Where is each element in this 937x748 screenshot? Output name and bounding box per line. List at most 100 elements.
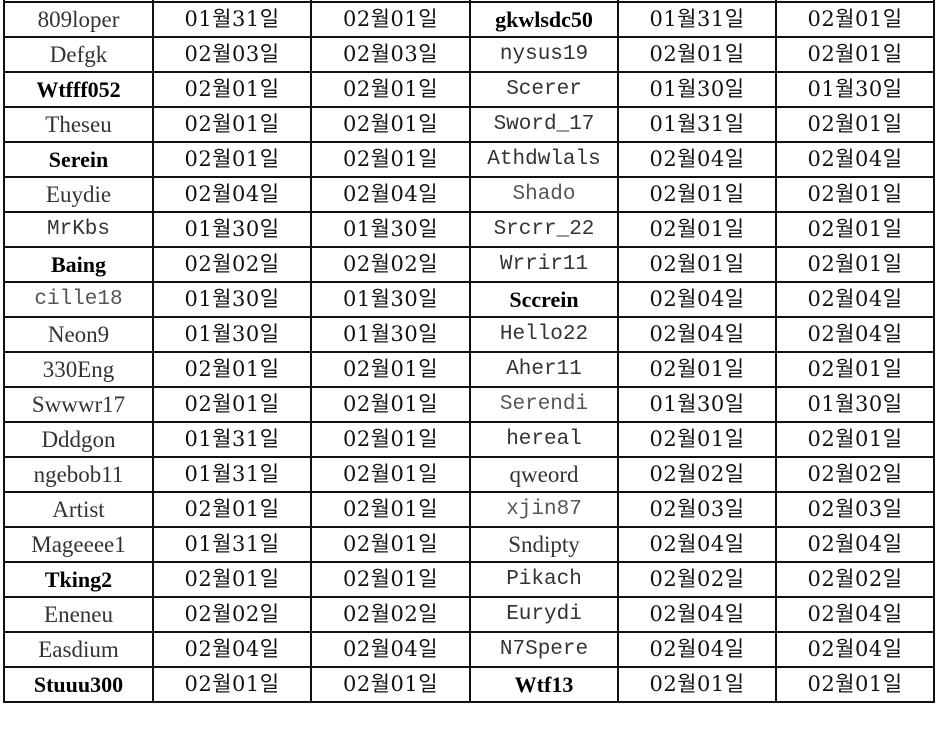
table-row: 330Eng 02월01일 02월01일 Aher11 02월01일 02월01일	[3, 351, 935, 388]
left-date-2-cell: 02월01일	[310, 106, 471, 143]
left-user-name-cell: cille18	[3, 281, 154, 318]
table-row: Stuuu300 02월01일 02월01일 Wtf13 02월01일 02월01일	[3, 666, 935, 703]
right-date-2-cell: 02월01일	[775, 106, 935, 143]
right-date-1-cell: 02월02일	[617, 561, 777, 598]
table-row: Tking2 02월01일 02월01일 Pikach 02월02일 02월02일	[3, 561, 935, 598]
left-user-name-cell: MrKbs	[3, 211, 154, 248]
right-date-1-cell: 02월03일	[617, 491, 777, 528]
right-date-2-cell: 02월02일	[775, 561, 935, 598]
right-date-1-cell: 01월30일	[617, 71, 777, 108]
right-date-2-cell: 02월04일	[775, 596, 935, 633]
right-date-1-cell: 02월04일	[617, 316, 777, 353]
right-date-2-cell: 02월04일	[775, 281, 935, 318]
right-date-2-cell: 02월04일	[775, 141, 935, 178]
right-user-name-cell: Serendi	[469, 386, 619, 423]
left-date-2-cell: 01월30일	[310, 281, 471, 318]
left-date-1-cell: 02월03일	[152, 36, 312, 73]
left-date-1-cell: 02월02일	[152, 246, 312, 283]
table-row: Wtfff052 02월01일 02월01일 Scerer 01월30일 01월30일	[3, 71, 935, 108]
left-date-2-cell: 02월01일	[310, 561, 471, 598]
left-date-1-cell: 02월01일	[152, 561, 312, 598]
left-date-1-cell: 01월31일	[152, 526, 312, 563]
right-user-name-cell: Srcrr_22	[469, 211, 619, 248]
right-date-2-cell: 02월01일	[775, 1, 935, 38]
table-row: Eneneu 02월02일 02월02일 Eurydi 02월04일 02월04일	[3, 596, 935, 633]
left-date-2-cell: 02월01일	[310, 141, 471, 178]
left-date-2-cell: 02월01일	[310, 456, 471, 493]
left-date-2-cell: 02월01일	[310, 386, 471, 423]
left-user-name-cell: Dddgon	[3, 421, 154, 458]
left-date-1-cell: 02월04일	[152, 176, 312, 213]
right-date-2-cell: 01월30일	[775, 71, 935, 108]
left-user-name-cell: Neon9	[3, 316, 154, 353]
left-user-name-cell: Artist	[3, 491, 154, 528]
left-date-1-cell: 02월01일	[152, 491, 312, 528]
right-date-2-cell: 02월01일	[775, 36, 935, 73]
right-date-2-cell: 02월04일	[775, 631, 935, 668]
left-date-2-cell: 02월01일	[310, 666, 471, 703]
left-date-1-cell: 02월01일	[152, 386, 312, 423]
table-row: Defgk 02월03일 02월03일 nysus19 02월01일 02월01일	[3, 36, 935, 73]
left-date-1-cell: 01월30일	[152, 281, 312, 318]
left-user-name-cell: 330Eng	[3, 351, 154, 388]
right-user-name-cell: Wrrir11	[469, 246, 619, 283]
right-date-2-cell: 02월01일	[775, 421, 935, 458]
left-date-1-cell: 01월31일	[152, 456, 312, 493]
left-user-name-cell: Swwwr17	[3, 386, 154, 423]
right-user-name-cell: Hello22	[469, 316, 619, 353]
right-user-name-cell: Sword_17	[469, 106, 619, 143]
right-date-2-cell: 02월04일	[775, 316, 935, 353]
left-user-name-cell: 809loper	[3, 1, 154, 38]
left-user-name-cell: ngebob11	[3, 456, 154, 493]
right-date-2-cell: 02월01일	[775, 211, 935, 248]
left-date-1-cell: 01월30일	[152, 316, 312, 353]
right-date-2-cell: 02월01일	[775, 351, 935, 388]
left-date-2-cell: 02월01일	[310, 71, 471, 108]
left-date-2-cell: 01월30일	[310, 211, 471, 248]
left-date-1-cell: 02월02일	[152, 596, 312, 633]
table-row: Baing 02월02일 02월02일 Wrrir11 02월01일 02월01일	[3, 246, 935, 283]
left-date-1-cell: 01월31일	[152, 1, 312, 38]
left-date-2-cell: 02월02일	[310, 596, 471, 633]
right-date-1-cell: 01월31일	[617, 106, 777, 143]
left-user-name-cell: Easdium	[3, 631, 154, 668]
table-row: Mageeee1 01월31일 02월01일 Sndipty 02월04일 02월04일	[3, 526, 935, 563]
table-row: Dddgon 01월31일 02월01일 hereal 02월01일 02월01일	[3, 421, 935, 458]
right-date-1-cell: 02월04일	[617, 596, 777, 633]
right-user-name-cell: nysus19	[469, 36, 619, 73]
left-user-name-cell: Mageeee1	[3, 526, 154, 563]
right-user-name-cell: qweord	[469, 456, 619, 493]
right-date-1-cell: 01월30일	[617, 386, 777, 423]
right-date-1-cell: 02월01일	[617, 421, 777, 458]
right-date-2-cell: 01월30일	[775, 386, 935, 423]
date-table: 809loper 01월31일 02월01일 gkwlsdc50 01월31일 02월01…	[3, 0, 935, 703]
table-row: Swwwr17 02월01일 02월01일 Serendi 01월30일 01월30일	[3, 386, 935, 423]
left-date-1-cell: 02월01일	[152, 106, 312, 143]
right-date-1-cell: 02월04일	[617, 281, 777, 318]
left-user-name-cell: Euydie	[3, 176, 154, 213]
left-date-1-cell: 02월01일	[152, 141, 312, 178]
right-user-name-cell: Aher11	[469, 351, 619, 388]
table-row: Theseu 02월01일 02월01일 Sword_17 01월31일 02월01일	[3, 106, 935, 143]
right-user-name-cell: Pikach	[469, 561, 619, 598]
right-date-1-cell: 02월01일	[617, 666, 777, 703]
table-row: 809loper 01월31일 02월01일 gkwlsdc50 01월31일 02월01…	[3, 1, 935, 38]
table-row: MrKbs 01월30일 01월30일 Srcrr_22 02월01일 02월01일	[3, 211, 935, 248]
right-date-1-cell: 02월01일	[617, 211, 777, 248]
left-user-name-cell: Theseu	[3, 106, 154, 143]
table-row: Artist 02월01일 02월01일 xjin87 02월03일 02월03일	[3, 491, 935, 528]
table-row: Serein 02월01일 02월01일 Athdwlals 02월04일 02월04일	[3, 141, 935, 178]
left-date-2-cell: 02월01일	[310, 421, 471, 458]
left-date-2-cell: 02월03일	[310, 36, 471, 73]
left-date-1-cell: 02월04일	[152, 631, 312, 668]
right-user-name-cell: Athdwlals	[469, 141, 619, 178]
table-row: ngebob11 01월31일 02월01일 qweord 02월02일 02월02일	[3, 456, 935, 493]
left-date-2-cell: 02월01일	[310, 491, 471, 528]
left-date-2-cell: 02월04일	[310, 631, 471, 668]
right-date-1-cell: 02월04일	[617, 631, 777, 668]
right-user-name-cell: gkwlsdc50	[469, 1, 619, 38]
right-date-1-cell: 02월01일	[617, 36, 777, 73]
right-user-name-cell: N7Spere	[469, 631, 619, 668]
right-date-1-cell: 02월01일	[617, 246, 777, 283]
left-user-name-cell: Stuuu300	[3, 666, 154, 703]
